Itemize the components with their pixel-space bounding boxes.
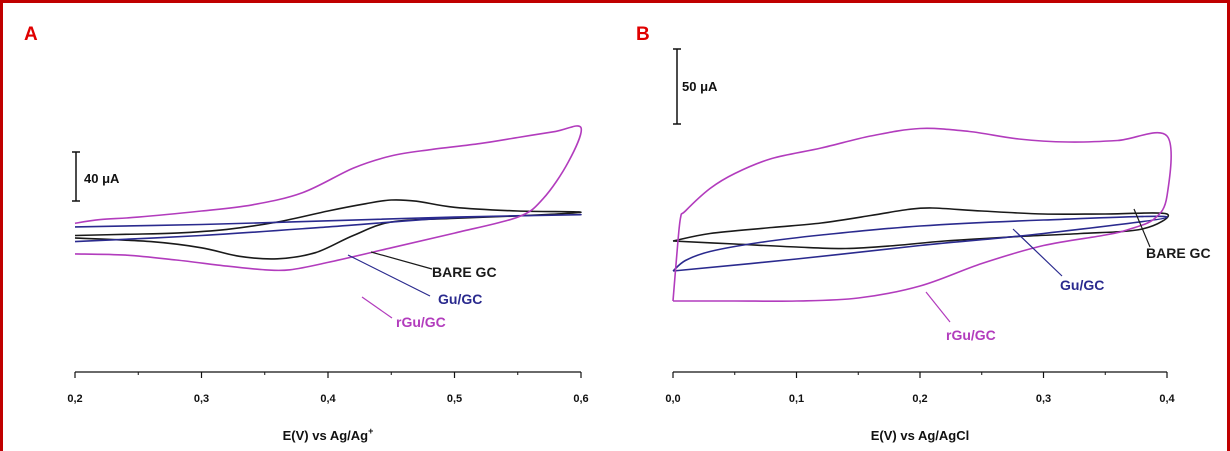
panel-a-curves: [74, 125, 583, 272]
panel-b-rgu-label: rGu/GC: [946, 327, 996, 343]
panel-b-gu-leader: [1012, 228, 1063, 277]
panel-a-x-axis-title: E(V) vs Ag/Ag+: [283, 426, 374, 443]
panel-a-x-tick-label: 0,5: [447, 393, 462, 405]
panel-b-scale-bar-label: 50 μA: [682, 79, 718, 94]
panel-b-x-tick-labels: 0,0 0,1 0,2 0,3 0,4: [665, 393, 1175, 405]
panel-b-series-rgu-gc: [672, 127, 1172, 303]
panel-a: A 0,2 0,3 0,4 0,5 0,6 E(V) vs Ag/Ag+ 40 μA B…: [24, 24, 589, 443]
panel-a-x-tick-labels: 0,2 0,3 0,4 0,5 0,6: [67, 393, 588, 405]
panel-a-bare-label: BARE GC: [432, 264, 497, 280]
panel-a-bare-leader: [370, 251, 433, 270]
panel-a-xlabel-text: E(V) vs Ag/Ag: [283, 428, 369, 443]
panel-a-scale-bar-label: 40 μA: [84, 171, 120, 186]
panel-b-scale-bar: 50 μA: [673, 48, 718, 125]
panel-b-x-tick-label: 0,0: [665, 393, 680, 405]
panel-b-bare-label: BARE GC: [1146, 245, 1211, 261]
panel-b-x-axis-title: E(V) vs Ag/AgCl: [871, 428, 969, 443]
panel-a-x-ticks: [74, 372, 582, 378]
panel-b-series-labels: BARE GC Gu/GC rGu/GC: [925, 208, 1211, 343]
panel-b-series-gu-gc: [672, 215, 1168, 272]
panel-b-bare-leader: [1133, 208, 1151, 248]
panel-b-x-tick-label: 0,2: [912, 393, 927, 405]
panel-b: B 0,0 0,1 0,2 0,3 0,4 E(V) vs Ag/AgCl 50 μA …: [636, 24, 1211, 443]
panel-a-rgu-label: rGu/GC: [396, 314, 446, 330]
panel-a-x-tick-label: 0,4: [320, 393, 336, 405]
panel-b-curves: [672, 127, 1172, 303]
panel-a-gu-label: Gu/GC: [438, 291, 482, 307]
panel-b-series-bare-gc: [672, 207, 1170, 250]
panel-a-series-bare-gc: [74, 199, 582, 260]
panel-b-gu-label: Gu/GC: [1060, 277, 1104, 293]
panel-b-x-tick-label: 0,1: [789, 393, 804, 405]
panel-b-rgu-leader: [925, 291, 951, 323]
panel-a-series-gu-gc: [74, 213, 582, 243]
panel-a-scale-bar: 40 μA: [72, 151, 120, 202]
panel-a-series-rgu-gc: [74, 125, 583, 272]
panel-a-x-tick-label: 0,3: [194, 393, 209, 405]
panel-a-x-tick-label: 0,2: [67, 393, 82, 405]
panel-b-x-tick-label: 0,4: [1159, 393, 1175, 405]
panel-b-x-tick-label: 0,3: [1036, 393, 1051, 405]
panel-a-x-tick-label: 0,6: [573, 393, 588, 405]
panel-b-letter: B: [636, 24, 650, 45]
panel-a-letter: A: [24, 24, 38, 45]
panel-a-rgu-leader: [361, 296, 393, 319]
panel-b-x-ticks: [672, 372, 1168, 378]
panel-a-gu-leader: [347, 254, 431, 297]
panel-a-xlabel-sup: +: [368, 426, 373, 436]
panel-a-series-labels: BARE GC Gu/GC rGu/GC: [347, 251, 497, 330]
